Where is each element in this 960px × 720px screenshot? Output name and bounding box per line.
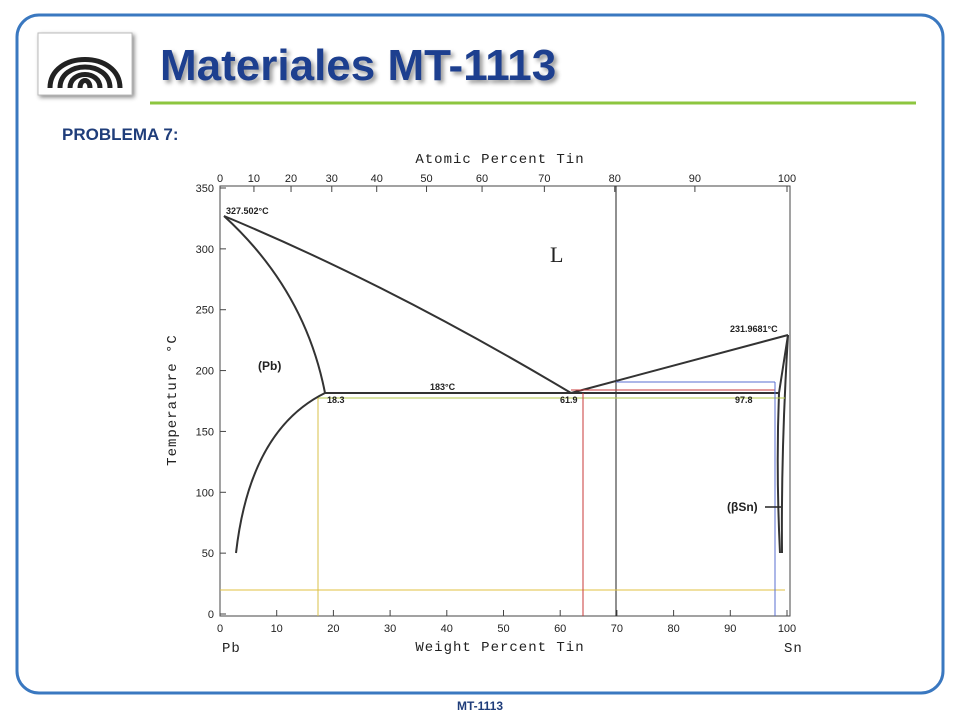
top-tick-label: 100 — [778, 173, 796, 185]
slide-title: Materiales MT-1113 — [160, 41, 556, 90]
slide-frame — [15, 13, 945, 695]
logo — [37, 32, 133, 96]
plot-frame — [219, 185, 791, 617]
top-tick-label: 80 — [609, 173, 621, 185]
right-element: Sn — [784, 641, 803, 657]
eutectic-temp-label: 183°C — [430, 382, 456, 392]
phase-diagram: 327.502°C 231.9681°C 183°C 18.3 61.9 97.… — [165, 152, 803, 657]
top-tick-label: 30 — [326, 173, 338, 185]
top-tick-label: 0 — [217, 173, 223, 185]
y-tick-label: 0 — [208, 609, 214, 621]
x-tick-label: 10 — [271, 623, 283, 635]
y-tick-label: 300 — [196, 244, 214, 256]
y-axis-title: Temperature °C — [165, 334, 181, 466]
x-tick-label: 80 — [667, 623, 679, 635]
x-tick-label: 70 — [611, 623, 623, 635]
liquidus-right — [570, 334, 789, 394]
x-tick-label: 50 — [497, 623, 509, 635]
sn-melting-label: 231.9681°C — [730, 324, 778, 334]
left-element: Pb — [222, 641, 241, 657]
sn-phase-label: (βSn) — [727, 500, 758, 514]
liquid-label: L — [550, 242, 563, 267]
x-tick-label: 100 — [778, 623, 796, 635]
x-tick-label: 90 — [724, 623, 736, 635]
top-tick-label: 50 — [420, 173, 432, 185]
x-tick-label: 0 — [217, 623, 223, 635]
y-tick-label: 50 — [202, 548, 214, 560]
problem-label: PROBLEMA 7: — [62, 125, 179, 144]
x-tick-label: 60 — [554, 623, 566, 635]
construction-lines — [220, 381, 785, 616]
top-tick-label: 90 — [689, 173, 701, 185]
footer: MT-1113 — [457, 699, 503, 713]
top-tick-label: 10 — [248, 173, 260, 185]
top-tick-label: 20 — [285, 173, 297, 185]
liquidus-left — [223, 215, 572, 394]
solvus-pb — [235, 392, 326, 554]
pb-phase-label: (Pb) — [258, 359, 281, 373]
solidus-sn — [776, 334, 789, 554]
pb-melting-label: 327.502°C — [226, 206, 269, 216]
pb-solubility-label: 18.3 — [327, 395, 345, 405]
solvus-sn — [780, 334, 789, 554]
y-tick-label: 100 — [196, 487, 214, 499]
top-tick-label: 40 — [371, 173, 383, 185]
y-tick-label: 150 — [196, 426, 214, 438]
bottom-axis-title: Weight Percent Tin — [415, 640, 584, 656]
x-tick-label: 20 — [327, 623, 339, 635]
x-tick-label: 40 — [441, 623, 453, 635]
eutectic-comp-label: 61.9 — [560, 395, 578, 405]
y-tick-label: 350 — [196, 183, 214, 195]
x-tick-label: 30 — [384, 623, 396, 635]
top-axis-title: Atomic Percent Tin — [415, 152, 584, 168]
y-tick-label: 250 — [196, 305, 214, 317]
top-tick-label: 60 — [476, 173, 488, 185]
y-tick-label: 200 — [196, 366, 214, 378]
top-tick-label: 70 — [538, 173, 550, 185]
sn-solubility-label: 97.8 — [735, 395, 753, 405]
solidus-pb — [223, 215, 326, 394]
